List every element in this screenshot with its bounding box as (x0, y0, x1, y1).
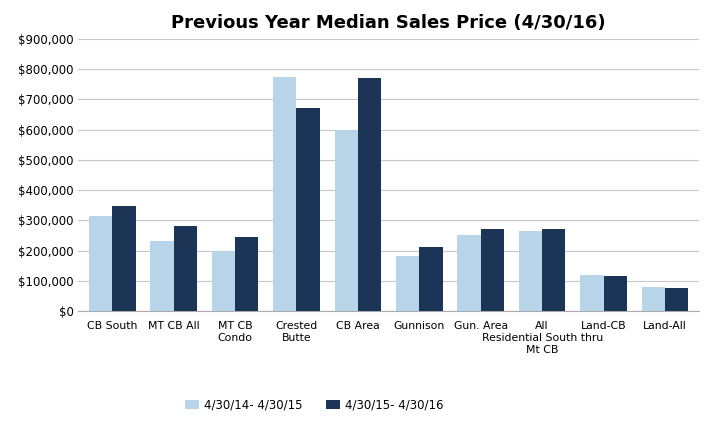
Bar (665, 288, 688, 311)
Legend: 4/30/14- 4/30/15, 4/30/15- 4/30/16: 4/30/14- 4/30/15, 4/30/15- 4/30/16 (185, 399, 443, 412)
Bar (174, 226, 197, 311)
Bar (542, 229, 565, 311)
Title: Previous Year Median Sales Price (4/30/16): Previous Year Median Sales Price (4/30/1… (171, 14, 606, 32)
Bar (481, 229, 504, 311)
Bar (273, 77, 297, 311)
Bar (457, 235, 481, 311)
Bar (358, 78, 381, 311)
Bar (642, 287, 665, 311)
Bar (334, 130, 358, 311)
Bar (419, 247, 443, 311)
Bar (396, 256, 419, 311)
Bar (235, 237, 258, 311)
Bar (297, 108, 320, 311)
Bar (112, 206, 135, 311)
Bar (212, 251, 235, 311)
Bar (580, 275, 603, 311)
Bar (89, 216, 112, 311)
Bar (519, 231, 542, 311)
Bar (150, 241, 174, 311)
Bar (603, 276, 627, 311)
